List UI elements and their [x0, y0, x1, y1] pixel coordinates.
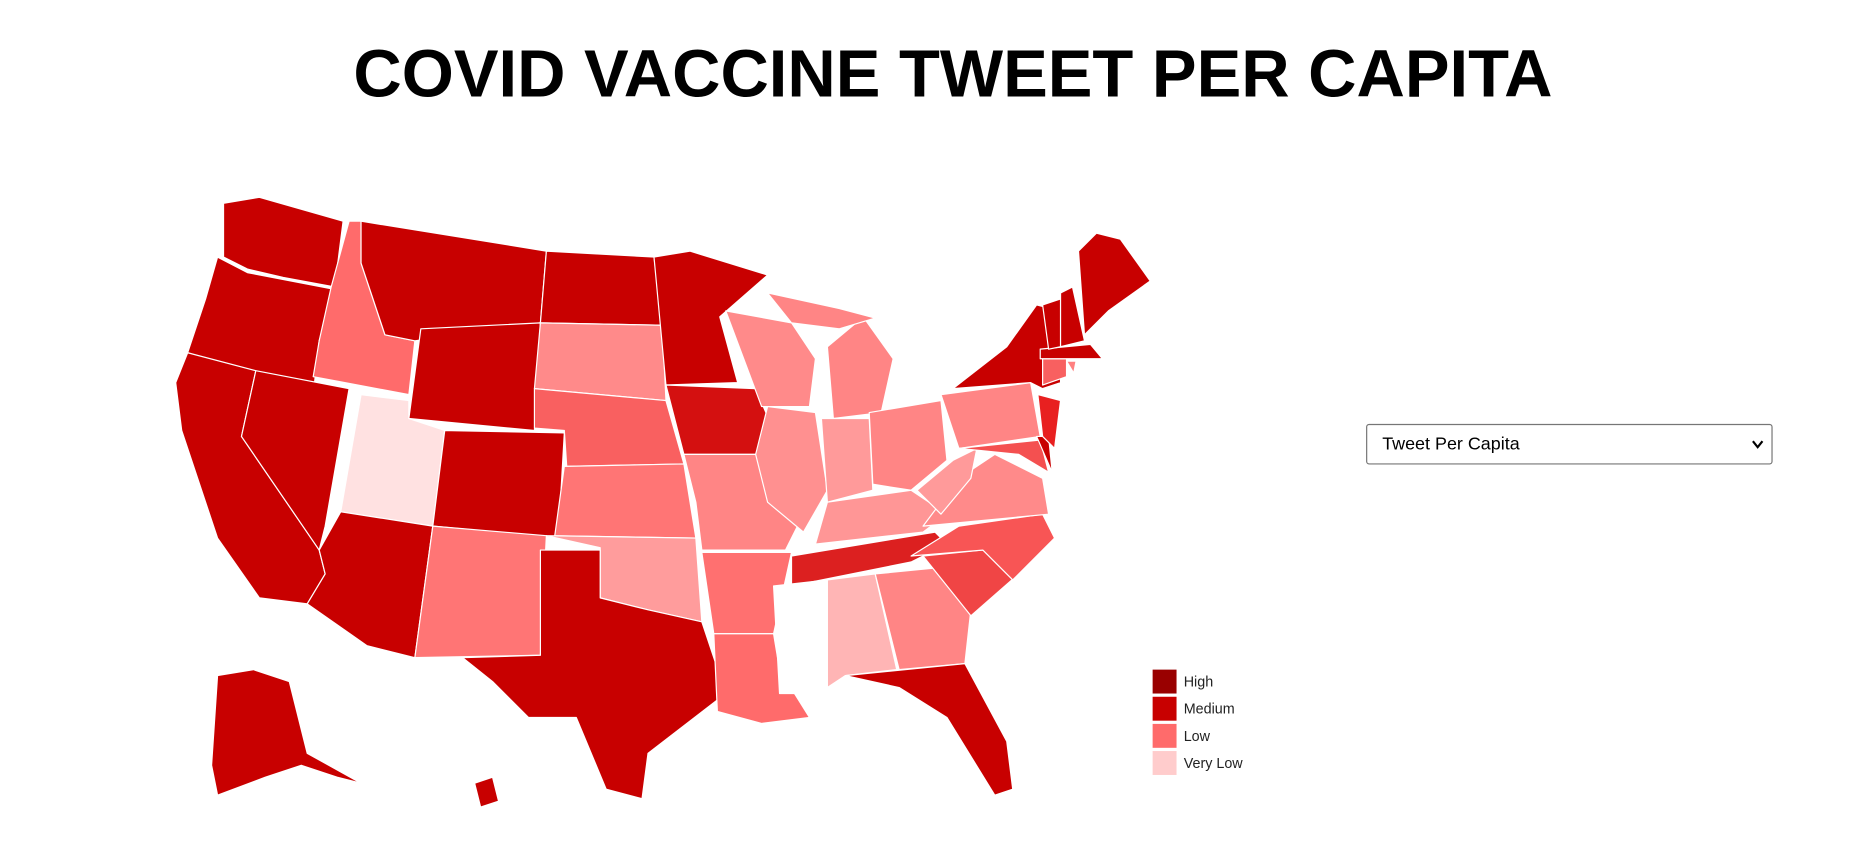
state-region [820, 417, 874, 503]
state-region [868, 399, 948, 491]
state-region [1042, 358, 1068, 386]
state-region [432, 429, 565, 539]
state-region [1059, 286, 1086, 348]
state-region [874, 567, 972, 671]
page-title: COVID VACCINE TWEET PER CAPITA [353, 37, 1552, 112]
legend-label: Medium [1184, 702, 1235, 718]
metric-dropdown[interactable]: Tweet Per Capita [1366, 423, 1773, 465]
legend-swatch [1152, 751, 1177, 775]
state-region [1077, 232, 1151, 336]
state-region [210, 669, 362, 796]
legend: High Medium Low Very Low [1152, 669, 1244, 775]
legend-label: High [1184, 675, 1213, 691]
state-region [539, 250, 663, 326]
state-region [360, 220, 547, 342]
state-region [1065, 360, 1077, 374]
state-region [958, 439, 1050, 473]
state-region [474, 776, 500, 808]
state-region [1037, 393, 1062, 450]
state-region [826, 316, 894, 420]
state-region [554, 463, 697, 539]
legend-swatch [1152, 696, 1177, 721]
state-region [910, 513, 1056, 581]
state-region [713, 633, 811, 725]
state-region [462, 549, 727, 800]
state-region [940, 382, 1041, 450]
state-region [844, 663, 1014, 796]
us-map [175, 196, 1151, 808]
legend-label: Low [1184, 729, 1211, 745]
state-region [306, 511, 434, 659]
state-region [240, 370, 350, 551]
state-region [772, 579, 828, 695]
legend-swatch [1152, 723, 1177, 748]
state-region [916, 447, 978, 515]
state-region [222, 196, 344, 288]
dropdown-chevron [1752, 440, 1764, 449]
legend-swatch [1152, 669, 1177, 694]
dropdown-value[interactable]: Tweet Per Capita [1382, 434, 1520, 454]
state-region [755, 405, 828, 533]
state-region [414, 525, 547, 659]
dropdown-box[interactable] [1366, 423, 1773, 465]
state-region [408, 322, 542, 432]
state-region [533, 322, 667, 402]
legend-label: Very Low [1184, 756, 1244, 772]
state-region [766, 292, 876, 330]
